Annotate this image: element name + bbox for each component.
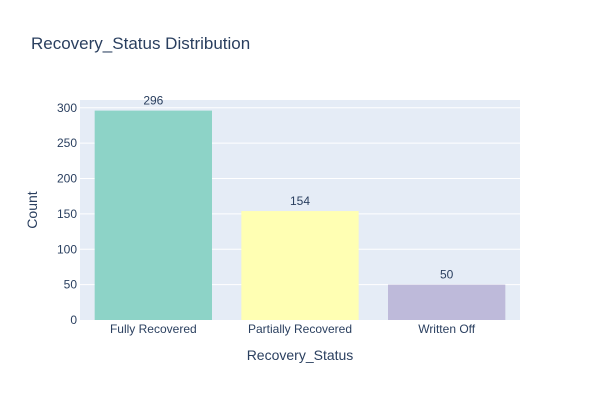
y-tick-label: 250	[57, 136, 77, 150]
x-tick-label: Partially Recovered	[248, 322, 352, 336]
bar	[94, 110, 212, 320]
y-tick-label: 0	[70, 313, 77, 327]
data-label: 154	[290, 194, 310, 208]
y-tick-label: 150	[57, 207, 77, 221]
bar-layer	[94, 110, 506, 320]
x-tick-label: Fully Recovered	[110, 322, 197, 336]
y-axis-title: Count	[24, 191, 40, 228]
y-tick-label: 50	[64, 278, 78, 292]
bar	[388, 284, 506, 320]
chart-title: Recovery_Status Distribution	[31, 34, 251, 53]
y-tick-labels: 0 50 100 150 200 250 300	[57, 101, 77, 327]
y-tick-label: 200	[57, 172, 77, 186]
bar	[241, 211, 359, 320]
y-tick-label: 100	[57, 242, 77, 256]
data-labels: 296 154 50	[143, 94, 453, 282]
data-label: 50	[440, 268, 454, 282]
x-axis-title: Recovery_Status	[247, 347, 354, 363]
y-tick-label: 300	[57, 101, 77, 115]
x-tick-label: Written Off	[418, 322, 476, 336]
x-tick-labels: Fully Recovered Partially Recovered Writte…	[110, 322, 476, 336]
data-label: 296	[143, 94, 163, 108]
